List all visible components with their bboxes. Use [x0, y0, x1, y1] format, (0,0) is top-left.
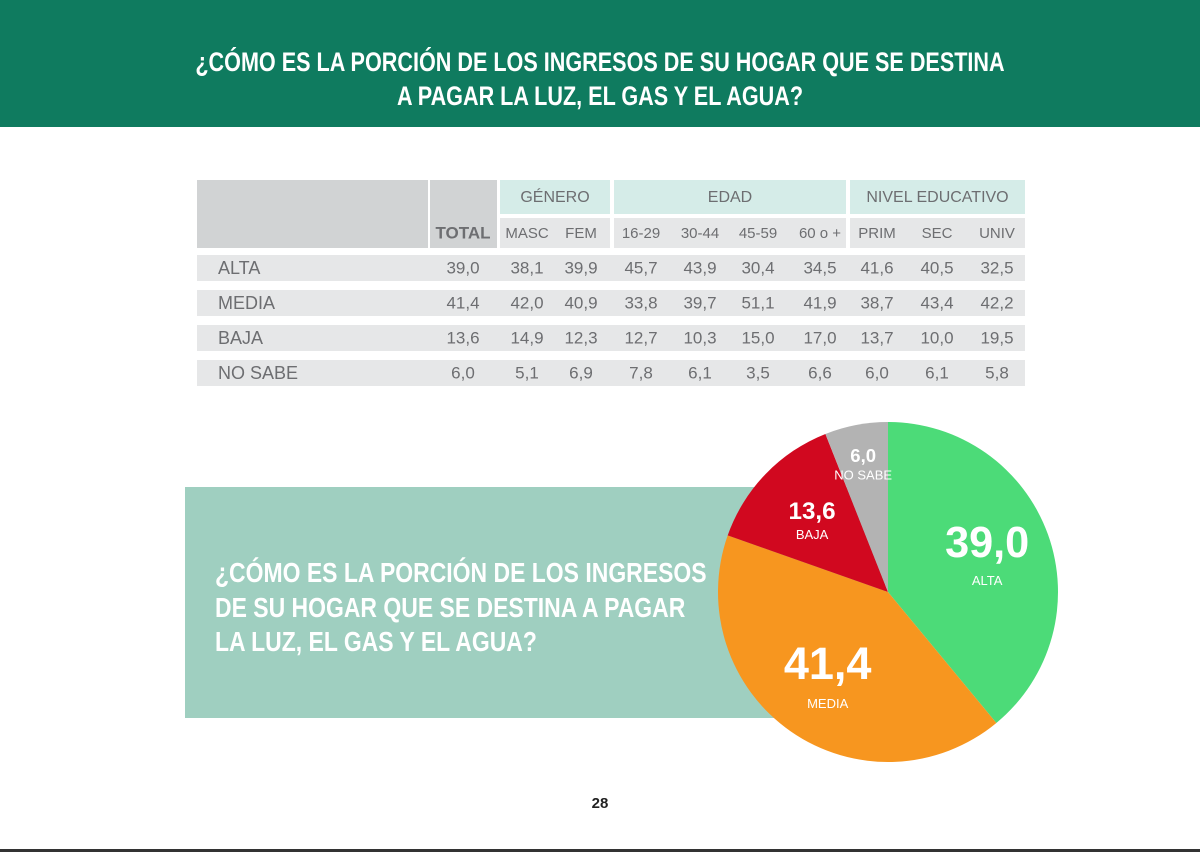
slice-label: ALTA	[972, 573, 1003, 588]
cell: 6,6	[808, 363, 832, 382]
panel-text: DE SU HOGAR QUE SE DESTINA A PAGAR	[215, 592, 686, 623]
cell: 43,9	[683, 258, 716, 277]
slice-label: NO SABE	[834, 468, 892, 483]
cell: 40,9	[564, 293, 597, 312]
column-header: SEC	[922, 225, 953, 242]
cell: 3,5	[746, 363, 770, 382]
cell: 40,5	[920, 258, 953, 277]
page-number: 28	[591, 795, 609, 812]
group-header: NIVEL EDUCATIVO	[866, 189, 1008, 206]
cell: 38,7	[860, 293, 893, 312]
cell: 10,0	[920, 328, 953, 347]
column-header: 45-59	[739, 225, 777, 242]
column-header: MASC	[505, 225, 549, 242]
cell: 41,4	[446, 293, 479, 312]
cell: 19,5	[980, 328, 1013, 347]
header-title: A PAGAR LA LUZ, EL GAS Y EL AGUA?	[396, 81, 804, 111]
cell: 10,3	[683, 328, 716, 347]
pie-slice	[888, 422, 1058, 723]
slice-value: 41,4	[784, 638, 872, 689]
cell: 12,7	[624, 328, 657, 347]
row-label: BAJA	[218, 328, 263, 348]
cell: 33,8	[624, 293, 657, 312]
pie-slice	[718, 535, 997, 762]
group-header: EDAD	[708, 189, 752, 206]
cell: 13,6	[446, 328, 479, 347]
column-header: PRIM	[858, 225, 896, 242]
cell: 14,9	[510, 328, 543, 347]
slice-label: MEDIA	[807, 696, 849, 711]
panel-text: LA LUZ, EL GAS Y EL AGUA?	[215, 626, 537, 657]
slice-value: 39,0	[945, 519, 1029, 567]
column-header: UNIV	[979, 225, 1015, 242]
header-cell	[197, 180, 428, 248]
cell: 39,9	[564, 258, 597, 277]
column-header: 16-29	[622, 225, 660, 242]
subheader-cell	[500, 218, 610, 248]
cell: 39,0	[446, 258, 479, 277]
cell: 6,0	[451, 363, 475, 382]
cell: 32,5	[980, 258, 1013, 277]
cell: 6,9	[569, 363, 593, 382]
cell: 42,2	[980, 293, 1013, 312]
cell: 43,4	[920, 293, 953, 312]
slice-label: BAJA	[796, 527, 829, 542]
cell: 6,0	[865, 363, 889, 382]
pie-slice	[727, 433, 888, 592]
row-bg	[197, 255, 1025, 281]
cell: 39,7	[683, 293, 716, 312]
cell: 45,7	[624, 258, 657, 277]
cell: 41,6	[860, 258, 893, 277]
column-header: 60 o +	[799, 225, 841, 242]
cell: 42,0	[510, 293, 543, 312]
column-header: FEM	[565, 225, 597, 242]
subheader-cell	[850, 218, 1025, 248]
cell: 41,9	[803, 293, 836, 312]
cell: 15,0	[741, 328, 774, 347]
cell: 12,3	[564, 328, 597, 347]
cell: 13,7	[860, 328, 893, 347]
row-bg	[197, 325, 1025, 351]
cell: 38,1	[510, 258, 543, 277]
cell: 6,1	[925, 363, 949, 382]
cell: 7,8	[629, 363, 653, 382]
slice-value: 13,6	[789, 498, 836, 525]
row-label: ALTA	[218, 258, 260, 278]
cell: 5,1	[515, 363, 539, 382]
header-title: ¿CÓMO ES LA PORCIÓN DE LOS INGRESOS DE S…	[195, 47, 1005, 77]
cell: 30,4	[741, 258, 774, 277]
group-cell	[614, 180, 846, 214]
group-header: GÉNERO	[520, 187, 589, 206]
column-header: 30-44	[681, 225, 719, 242]
cell: 6,1	[688, 363, 712, 382]
row-label: NO SABE	[218, 363, 298, 383]
row-bg	[197, 290, 1025, 316]
panel-text: ¿CÓMO ES LA PORCIÓN DE LOS INGRESOS	[215, 557, 707, 588]
group-cell	[500, 180, 610, 214]
footer-rule	[0, 849, 1200, 852]
row-label: MEDIA	[218, 293, 275, 313]
header-cell	[430, 180, 497, 248]
slice-value: 6,0	[850, 445, 876, 466]
header: ¿CÓMO ES LA PORCIÓN DE LOS INGRESOS DE S…	[0, 0, 1200, 127]
cell: 34,5	[803, 258, 836, 277]
cell: 17,0	[803, 328, 836, 347]
column-header: TOTAL	[435, 223, 490, 242]
pie-slice	[825, 422, 888, 592]
row-bg	[197, 360, 1025, 386]
group-cell	[850, 180, 1025, 214]
subheader-cell	[614, 218, 846, 248]
cell: 51,1	[741, 293, 774, 312]
cell: 5,8	[985, 363, 1009, 382]
